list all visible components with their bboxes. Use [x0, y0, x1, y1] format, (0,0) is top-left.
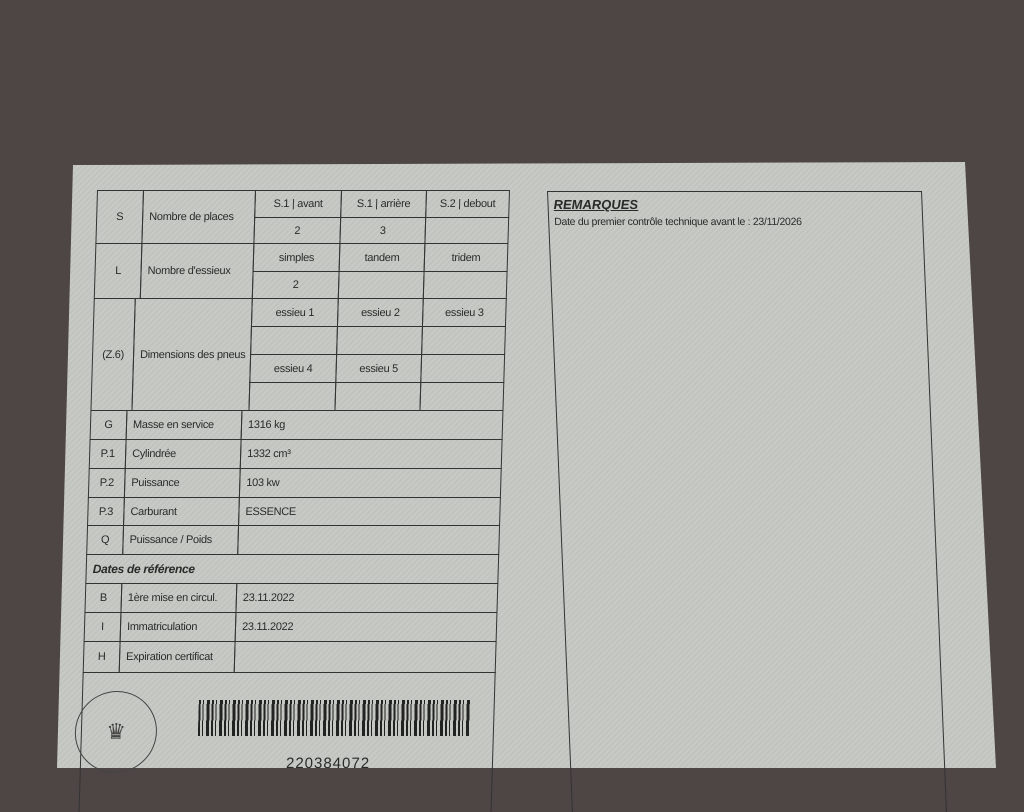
barcode-number: 220384072: [285, 755, 371, 772]
remarks-box: REMARQUES Date du premier contrôle techn…: [547, 191, 947, 812]
code-z6: (Z.6): [90, 298, 136, 411]
header-cell: S.2 | debout: [425, 190, 510, 218]
header-cell: essieu 3: [421, 298, 507, 327]
value-displacement: 1332 cm³: [239, 439, 503, 469]
value-cell: [421, 326, 506, 355]
label-tyres: Dimensions des pneus: [131, 298, 253, 411]
value-cell: [424, 217, 510, 244]
value-power: 103 kw: [238, 468, 502, 498]
label-power-weight: Puissance / Poids: [122, 525, 240, 555]
value-power-weight: [237, 525, 501, 555]
header-cell: essieu 1: [250, 298, 339, 327]
label-registration: Immatriculation: [119, 612, 237, 642]
value-cell: [419, 382, 505, 411]
header-cell: S.1 | avant: [254, 190, 342, 218]
code-p1: P.1: [88, 439, 127, 469]
code-l: L: [93, 243, 143, 299]
value-cell: [337, 271, 425, 299]
value-cell: [422, 271, 508, 299]
luxembourg-seal: ♛: [73, 691, 159, 773]
value-cell: [248, 382, 337, 411]
barcode: [197, 700, 471, 736]
label-displacement: Cylindrée: [124, 439, 242, 469]
label-places: Nombre de places: [141, 190, 256, 244]
code-h: H: [82, 641, 121, 673]
code-i: I: [83, 612, 122, 642]
value-mass: 1316 kg: [240, 410, 504, 440]
remarks-text: Date du premier contrôle technique avant…: [554, 216, 802, 228]
dates-header: Dates de référence: [85, 554, 500, 584]
code-p3: P.3: [87, 497, 125, 526]
value-cell: [336, 326, 423, 355]
header-cell: essieu 5: [335, 354, 423, 383]
value-first-registration: 23.11.2022: [235, 583, 499, 613]
header-cell: tridem: [423, 243, 509, 272]
code-b: B: [84, 583, 123, 613]
registration-document: [57, 162, 996, 768]
label-first-registration: 1ère mise en circul.: [120, 583, 238, 613]
label-power: Puissance: [123, 468, 241, 498]
barcode-section: ♛ 220384072: [73, 672, 496, 812]
value-cell: 2: [251, 271, 340, 299]
label-expiry: Expiration certificat: [118, 641, 236, 673]
label-fuel: Carburant: [123, 497, 240, 526]
header-cell: essieu 2: [336, 298, 424, 327]
header-cell: S.1 | arrière: [340, 190, 427, 218]
value-cell: 3: [339, 217, 427, 244]
value-cell: 2: [253, 217, 342, 244]
label-mass: Masse en service: [125, 410, 243, 440]
value-cell: [334, 382, 422, 411]
vehicle-data-table: S Nombre de places S.1 | avant S.1 | arr…: [73, 190, 510, 812]
value-cell: [250, 326, 338, 355]
header-cell: simples: [252, 243, 341, 272]
label-axles: Nombre d'essieux: [139, 243, 255, 299]
value-expiry: [233, 641, 497, 673]
code-p2: P.2: [87, 468, 126, 498]
value-fuel: ESSENCE: [238, 497, 501, 526]
remarks-title: REMARQUES: [553, 197, 639, 212]
header-cell: [420, 354, 506, 383]
header-cell: essieu 4: [249, 354, 338, 383]
code-q: Q: [86, 525, 125, 555]
value-registration: 23.11.2022: [234, 612, 498, 642]
code-g: G: [89, 410, 128, 440]
header-cell: tandem: [338, 243, 426, 272]
code-s: S: [95, 190, 144, 244]
